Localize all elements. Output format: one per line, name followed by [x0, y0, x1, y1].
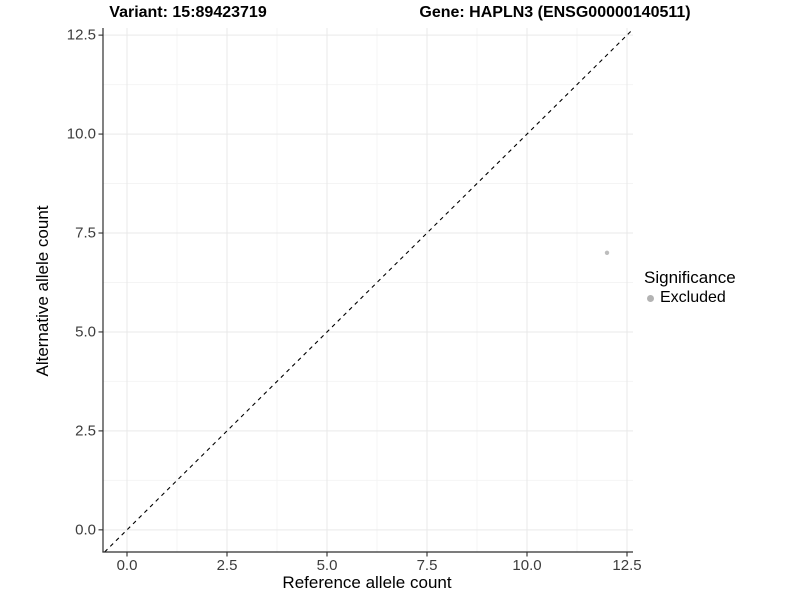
- legend: Significance Excluded: [644, 268, 736, 307]
- x-tick-label: 7.5: [416, 557, 438, 574]
- y-tick-label: 12.5: [66, 26, 96, 44]
- y-tick-label: 7.5: [75, 224, 96, 242]
- x-axis-label: Reference allele count: [282, 573, 452, 592]
- identity-dashed-line: [104, 28, 634, 553]
- plot-title-gene: Gene: HAPLN3 (ENSG00000140511): [419, 4, 691, 21]
- legend-key-dot-icon: [647, 294, 654, 302]
- x-tick-label: 2.5: [216, 557, 238, 574]
- legend-title: Significance: [644, 268, 736, 287]
- x-tick-label: 5.0: [316, 557, 338, 574]
- y-tick-label: 0.0: [75, 521, 96, 539]
- data-point: [604, 250, 610, 255]
- x-tick-label: 12.5: [612, 557, 642, 574]
- legend-item-excluded: Excluded: [644, 289, 736, 307]
- x-tick-label: 0.0: [116, 557, 138, 574]
- y-tick-label: 2.5: [75, 422, 96, 440]
- y-tick-label: 5.0: [75, 323, 96, 341]
- x-tick-label: 10.0: [512, 557, 542, 574]
- plot-title-variant: Variant: 15:89423719: [109, 4, 267, 21]
- legend-item-label: Excluded: [660, 289, 726, 306]
- y-tick-label: 10.0: [66, 125, 96, 143]
